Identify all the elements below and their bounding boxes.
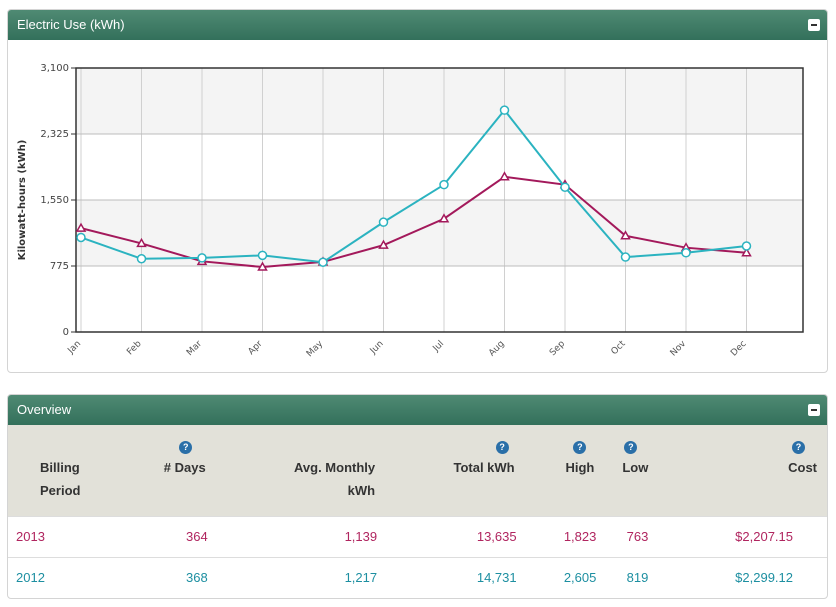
high-cell: 2,605	[563, 570, 597, 586]
low-cell: 819	[626, 570, 649, 586]
data-point	[318, 257, 328, 268]
table-row: 2012 368 1,217 14,731 2,605 819 $2,299.1…	[8, 557, 827, 598]
series-line-2	[80, 108, 747, 264]
cost-cell: $2,207.15	[735, 529, 793, 544]
cost-header: ? Cost	[788, 441, 817, 476]
y-tick-label: 3,100	[40, 63, 69, 74]
days-cell: 364	[186, 529, 208, 544]
data-point	[499, 171, 510, 181]
x-tick-label: May	[305, 339, 326, 360]
plot-band	[76, 266, 803, 332]
cost-cell: $2,299.12	[735, 570, 793, 586]
overview-panel: Overview Billing Period ? # Days	[7, 394, 828, 599]
data-point	[76, 232, 86, 243]
high-help-icon[interactable]: ?	[573, 441, 587, 455]
y-tick-label: 1,550	[40, 195, 69, 206]
electric-use-chart: 0 775 1,550 2,325 3,100 Jan Feb Mar Apr May Jun Jul…	[17, 63, 804, 360]
high-header: ? High	[565, 441, 595, 476]
x-tick-label: Oct	[610, 339, 628, 357]
electric-use-panel: Electric Use (kWh) 0 775 1,550 2,325 3,100 Ja…	[7, 9, 828, 373]
days-help-icon[interactable]: ?	[179, 441, 193, 455]
low-cell: 763	[626, 529, 649, 544]
avg-cell: 1,217	[344, 570, 378, 586]
table-header-row: Billing Period ? # Days Avg. Monthly kWh…	[8, 425, 827, 516]
period-cell: 2012	[16, 570, 45, 586]
total-kwh-header: ? Total kWh	[453, 441, 515, 476]
data-point	[378, 217, 389, 227]
high-cell: 1,823	[563, 529, 597, 544]
plot-band	[76, 134, 803, 200]
collapse-overview-button[interactable]	[808, 404, 820, 416]
data-point	[136, 237, 147, 248]
overview-table: Billing Period ? # Days Avg. Monthly kWh…	[8, 425, 827, 598]
cost-help-icon[interactable]: ?	[792, 441, 805, 455]
table-row: 2013 364 1,139 13,635 1,823 763 $2,207.1…	[8, 516, 827, 557]
low-header: ? Low	[622, 441, 649, 476]
x-tick-label: Jul	[431, 339, 446, 354]
data-point	[560, 182, 570, 192]
data-point	[197, 253, 207, 263]
data-point	[136, 254, 147, 264]
data-point	[257, 250, 268, 261]
data-point	[438, 213, 450, 223]
data-point	[681, 248, 691, 258]
x-tick-label: Nov	[669, 339, 689, 359]
x-tick-label: Jun	[368, 339, 386, 357]
plot-border	[75, 67, 804, 333]
total-cell: 13,635	[476, 529, 517, 544]
low-help-icon[interactable]: ?	[624, 441, 638, 455]
x-tick-label: Sep	[548, 339, 567, 358]
total-help-icon[interactable]: ?	[495, 441, 509, 455]
y-tick-label: 775	[50, 261, 69, 272]
data-point	[499, 105, 510, 115]
total-cell: 14,731	[476, 570, 517, 586]
y-tick-label: 0	[63, 327, 69, 338]
period-cell: 2013	[16, 529, 45, 544]
days-header: ? # Days	[163, 441, 206, 476]
x-tick-label: Mar	[185, 339, 204, 358]
avg-cell: 1,139	[344, 529, 378, 544]
y-axis-label: Kilowatt-hours (kWh)	[17, 140, 28, 261]
data-point	[439, 179, 449, 190]
electric-use-title: Electric Use (kWh)	[17, 17, 125, 32]
x-tick-label: Dec	[729, 339, 748, 358]
data-point	[620, 252, 631, 262]
electric-use-header: Electric Use (kWh)	[8, 10, 827, 40]
days-cell: 368	[186, 570, 208, 586]
avg-monthly-header: Avg. Monthly kWh	[294, 460, 376, 499]
collapse-chart-button[interactable]	[808, 19, 820, 31]
data-point	[257, 261, 268, 271]
data-point	[741, 241, 752, 251]
x-tick-label: Aug	[487, 339, 507, 359]
data-point	[75, 222, 87, 232]
x-tick-label: Feb	[125, 339, 144, 358]
y-tick-label: 2,325	[40, 129, 69, 140]
overview-title: Overview	[17, 402, 72, 417]
x-tick-label: Apr	[247, 339, 265, 357]
data-point	[741, 247, 752, 257]
overview-header: Overview	[8, 395, 827, 425]
plot-band	[76, 68, 803, 134]
billing-period-header: Billing Period	[40, 460, 81, 499]
data-point	[620, 230, 631, 240]
x-tick-label: Jan	[66, 339, 84, 357]
data-point	[378, 239, 389, 249]
